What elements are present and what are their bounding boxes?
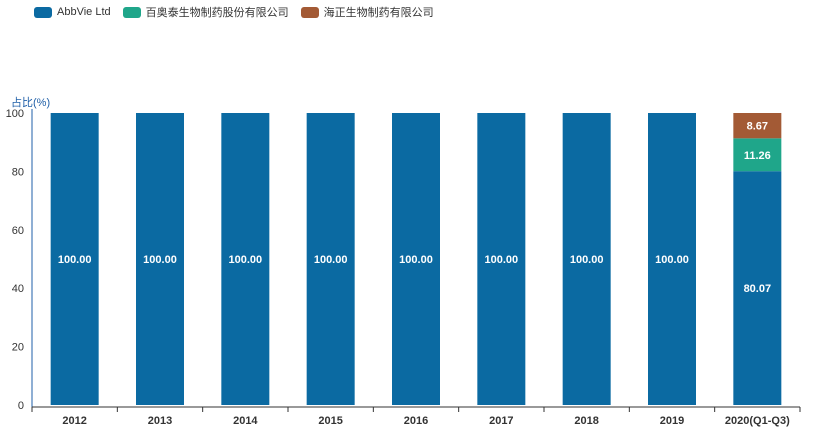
bar-segment bbox=[306, 113, 355, 405]
bar-segment bbox=[648, 113, 696, 405]
x-tick-label: 2013 bbox=[148, 415, 172, 427]
x-tick-label: 2014 bbox=[233, 415, 258, 427]
bar-segment bbox=[136, 113, 184, 405]
bar-data-label: 80.07 bbox=[744, 283, 772, 295]
x-tick-label: 2016 bbox=[404, 415, 428, 427]
x-tick-label: 2020(Q1-Q3) bbox=[725, 415, 790, 427]
y-tick-label: 20 bbox=[12, 342, 24, 354]
bar-data-label: 100.00 bbox=[485, 254, 519, 266]
x-tick-label: 2015 bbox=[318, 415, 342, 427]
legend: AbbVie Ltd 百奥泰生物制药股份有限公司 海正生物制药有限公司 bbox=[34, 3, 446, 21]
bar-segment bbox=[733, 138, 782, 172]
bar-segment bbox=[733, 113, 782, 139]
bar-data-label: 100.00 bbox=[229, 254, 263, 266]
y-axis-title: 占比(%) bbox=[11, 97, 51, 109]
legend-item-abbvie[interactable]: AbbVie Ltd bbox=[34, 6, 111, 18]
y-tick-label: 0 bbox=[18, 400, 24, 412]
x-tick-label: 2018 bbox=[574, 415, 598, 427]
y-tick-label: 100 bbox=[6, 108, 24, 120]
bar-data-label: 100.00 bbox=[570, 254, 604, 266]
x-tick-label: 2012 bbox=[62, 415, 86, 427]
legend-item-haizheng[interactable]: 海正生物制药有限公司 bbox=[300, 4, 434, 20]
legend-label-abbvie: AbbVie Ltd bbox=[57, 6, 111, 18]
bar-segment bbox=[50, 113, 99, 405]
legend-label-baiaotai: 百奥泰生物制药股份有限公司 bbox=[145, 7, 289, 19]
bar-segment bbox=[562, 113, 611, 405]
y-tick-label: 60 bbox=[12, 225, 24, 237]
y-tick-label: 80 bbox=[12, 166, 24, 178]
bar-segment bbox=[221, 113, 270, 405]
bar-data-label: 11.26 bbox=[744, 150, 771, 162]
bar-segment bbox=[392, 113, 440, 405]
bar-data-label: 100.00 bbox=[399, 254, 433, 266]
bar-data-label: 8.67 bbox=[747, 121, 768, 133]
bar-segment bbox=[477, 113, 526, 405]
bar-data-label: 100.00 bbox=[143, 254, 177, 266]
legend-swatch-baiaotai bbox=[122, 6, 141, 18]
bar-data-label: 100.00 bbox=[655, 254, 689, 266]
legend-swatch-abbvie bbox=[34, 6, 52, 18]
legend-swatch-haizheng bbox=[300, 6, 319, 18]
bar-data-label: 100.00 bbox=[314, 254, 348, 266]
legend-label-haizheng: 海正生物制药有限公司 bbox=[323, 7, 434, 19]
y-tick-label: 40 bbox=[12, 283, 24, 295]
bar-segment bbox=[733, 171, 782, 405]
x-tick-label: 2017 bbox=[489, 415, 513, 427]
legend-item-baiaotai[interactable]: 百奥泰生物制药股份有限公司 bbox=[122, 4, 289, 20]
bar-data-label: 100.00 bbox=[58, 254, 92, 266]
x-tick-label: 2019 bbox=[660, 415, 684, 427]
